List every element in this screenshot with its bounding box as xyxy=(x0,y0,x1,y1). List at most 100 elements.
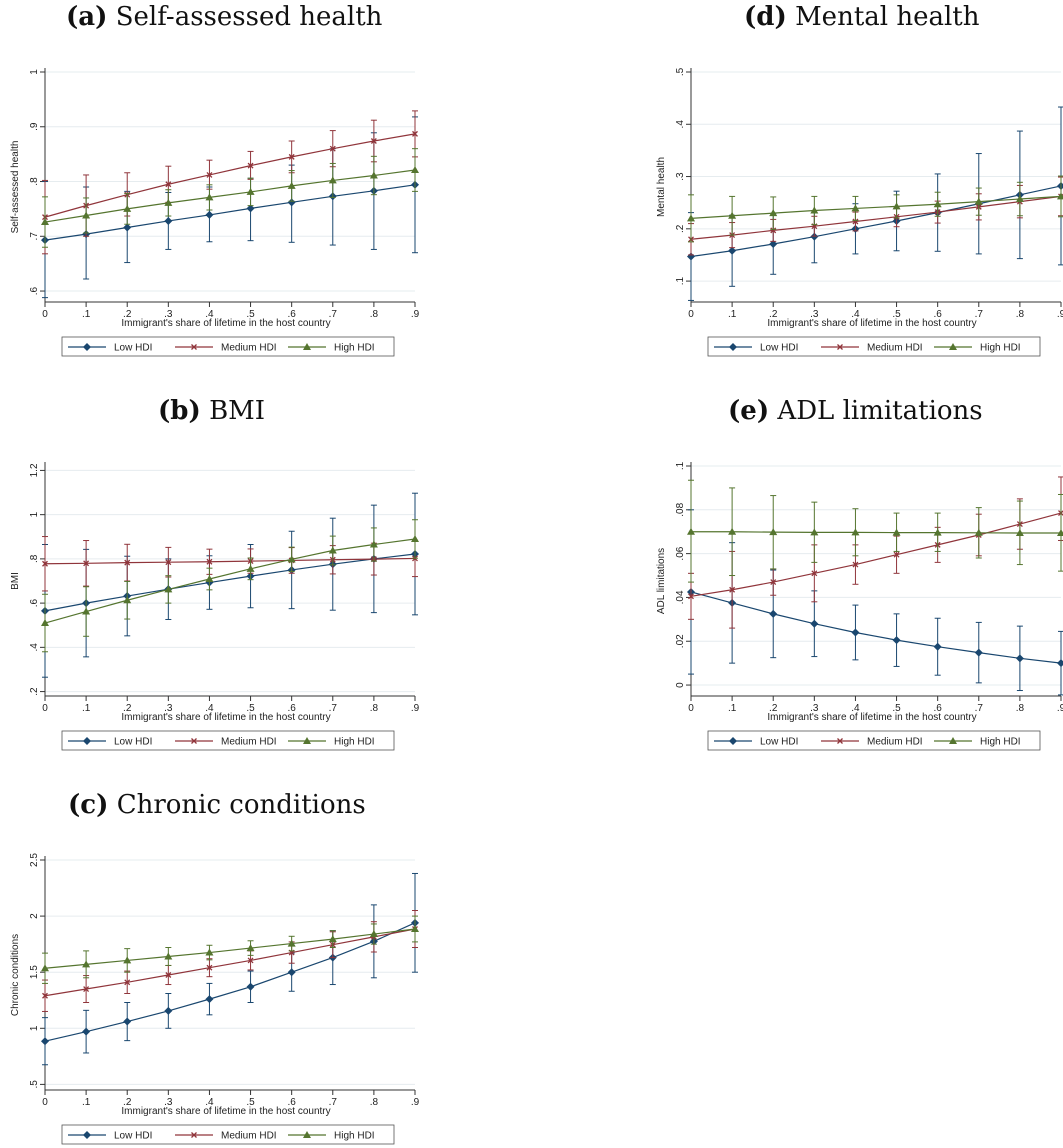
x-tick-label: .9 xyxy=(1057,703,1063,714)
legend-label: Medium HDI xyxy=(867,343,923,354)
legend-label: High HDI xyxy=(980,737,1021,748)
series-line xyxy=(45,185,415,240)
y-tick-label: .06 xyxy=(675,546,686,560)
data-point xyxy=(82,1028,90,1036)
y-tick-label: .02 xyxy=(675,634,686,648)
chart-c: .511.522.50.1.2.3.4.5.6.7.8.9Immigrant's… xyxy=(0,788,420,1148)
x-tick-label: 0 xyxy=(688,703,694,714)
series-medium-hdi xyxy=(688,477,1063,628)
legend-label: High HDI xyxy=(334,1131,375,1142)
y-tick-label: 2 xyxy=(29,913,40,919)
x-tick-label: .8 xyxy=(370,309,379,320)
legend-label: Low HDI xyxy=(114,343,152,354)
y-tick-label: .8 xyxy=(29,554,40,563)
series-line xyxy=(45,539,415,623)
y-axis-label: BMI xyxy=(10,572,21,590)
series-line xyxy=(45,134,415,217)
legend-label: Medium HDI xyxy=(867,737,923,748)
series-low-hdi xyxy=(41,493,419,677)
legend-label: Medium HDI xyxy=(221,737,277,748)
x-tick-label: .1 xyxy=(82,1097,91,1108)
series-medium-hdi xyxy=(688,177,1063,255)
y-tick-label: .4 xyxy=(29,643,40,652)
legend-label: Medium HDI xyxy=(221,343,277,354)
y-tick-label: .08 xyxy=(675,502,686,516)
series-low-hdi xyxy=(687,510,1063,695)
data-point xyxy=(411,925,419,932)
legend-label: Low HDI xyxy=(114,737,152,748)
x-tick-label: 0 xyxy=(42,1097,48,1108)
y-tick-label: .2 xyxy=(29,687,40,696)
y-tick-label: .2 xyxy=(675,224,686,233)
x-tick-label: 0 xyxy=(42,703,48,714)
y-tick-label: 1 xyxy=(29,1025,40,1031)
y-axis-label: Mental health xyxy=(656,157,667,217)
y-tick-label: 0 xyxy=(675,682,686,688)
chart-e: 0.02.04.06.08.10.1.2.3.4.5.6.7.8.9Immigr… xyxy=(646,394,1063,754)
data-point xyxy=(205,995,213,1003)
series-line xyxy=(691,196,1061,218)
y-tick-label: .04 xyxy=(675,590,686,604)
series-high-hdi xyxy=(41,916,419,983)
data-point xyxy=(1057,659,1063,667)
x-tick-label: .9 xyxy=(411,703,420,714)
data-point xyxy=(164,1007,172,1015)
y-tick-label: 1.5 xyxy=(29,965,40,979)
data-point xyxy=(893,636,901,644)
x-tick-label: .9 xyxy=(411,1097,420,1108)
chart-a: .6.7.8.910.1.2.3.4.5.6.7.8.9Immigrant's … xyxy=(0,0,420,360)
series-line xyxy=(691,196,1061,239)
series-high-hdi xyxy=(41,520,419,652)
series-high-hdi xyxy=(687,176,1063,242)
y-tick-label: .5 xyxy=(675,67,686,76)
data-point xyxy=(1057,182,1063,190)
y-tick-label: .9 xyxy=(29,122,40,131)
series-medium-hdi xyxy=(42,537,418,591)
data-point xyxy=(411,166,419,173)
y-axis-label: Self-assessed health xyxy=(10,141,21,234)
legend-label: Medium HDI xyxy=(221,1131,277,1142)
y-axis-label: Chronic conditions xyxy=(10,934,21,1016)
x-tick-label: .9 xyxy=(1057,309,1063,320)
y-tick-label: .8 xyxy=(29,177,40,186)
legend-label: High HDI xyxy=(980,343,1021,354)
y-tick-label: .6 xyxy=(29,286,40,295)
series-line xyxy=(691,513,1061,596)
y-tick-label: .1 xyxy=(675,276,686,285)
y-tick-label: 1 xyxy=(29,69,40,75)
data-point xyxy=(1057,192,1063,199)
y-tick-label: 1 xyxy=(29,511,40,517)
data-point xyxy=(810,620,818,628)
x-axis-label: Immigrant's share of lifetime in the hos… xyxy=(767,318,976,329)
y-tick-label: .7 xyxy=(29,232,40,241)
data-point xyxy=(769,610,777,618)
series-high-hdi xyxy=(687,480,1063,582)
series-low-hdi xyxy=(41,117,419,298)
data-point xyxy=(123,1018,131,1026)
y-tick-label: .6 xyxy=(29,599,40,608)
chart-d: .1.2.3.4.50.1.2.3.4.5.6.7.8.9Immigrant's… xyxy=(646,0,1063,360)
series-line xyxy=(691,186,1061,257)
data-point xyxy=(411,535,419,542)
data-point xyxy=(1016,654,1024,662)
x-tick-label: 0 xyxy=(42,309,48,320)
y-axis-label: ADL limitations xyxy=(656,548,667,614)
x-tick-label: .8 xyxy=(370,703,379,714)
series-line xyxy=(45,929,415,968)
data-point xyxy=(288,968,296,976)
x-tick-label: .1 xyxy=(82,309,91,320)
x-tick-label: 0 xyxy=(688,309,694,320)
x-tick-label: .1 xyxy=(728,703,737,714)
y-tick-label: 2.5 xyxy=(29,853,40,867)
data-point xyxy=(975,649,983,657)
y-tick-label: .1 xyxy=(675,461,686,470)
data-point xyxy=(247,983,255,991)
